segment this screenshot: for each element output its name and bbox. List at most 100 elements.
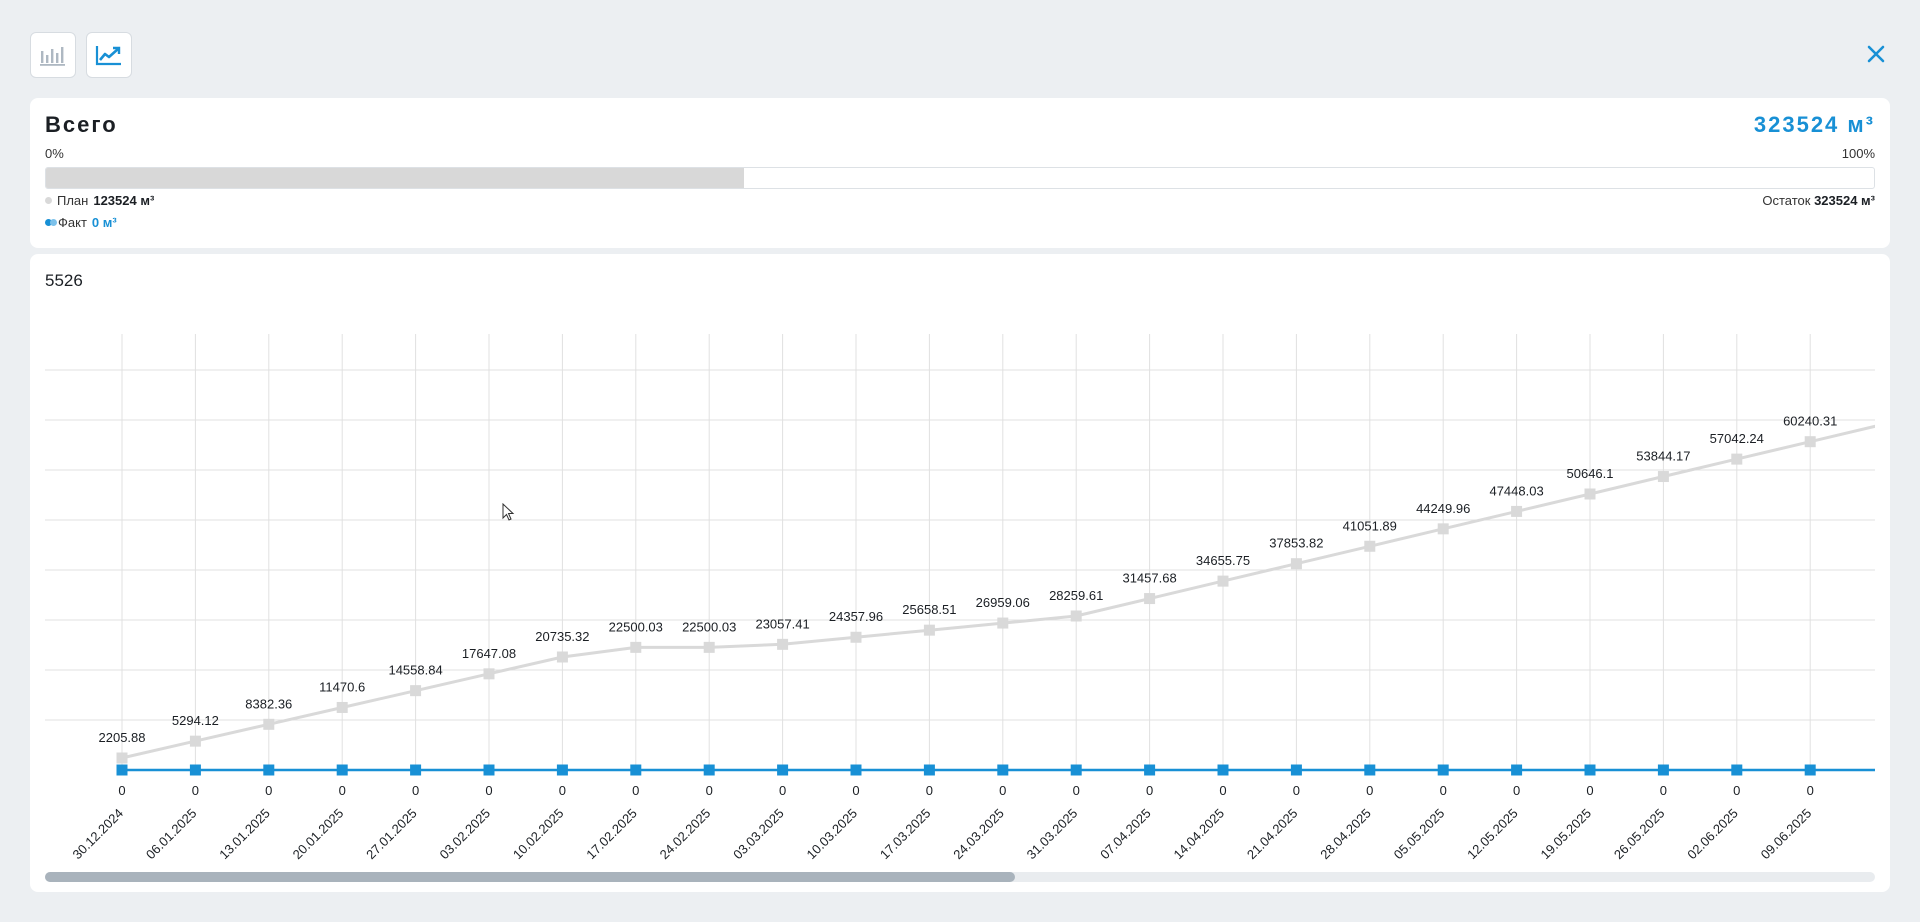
fact-point (263, 764, 275, 776)
x-tick-label: 13.01.2025 (216, 806, 273, 863)
close-button[interactable] (1860, 38, 1892, 70)
progress-bar-fill (46, 168, 745, 188)
mouse-cursor-icon (502, 503, 515, 521)
remainder: Остаток 323524 м³ (1762, 193, 1875, 208)
fact-data-label: 0 (1073, 783, 1080, 798)
fact-point (1364, 764, 1376, 776)
plan-point (1657, 471, 1669, 483)
x-tick-label: 30.12.2024 (69, 806, 126, 863)
fact-point (1511, 764, 1523, 776)
x-tick-label: 31.03.2025 (1024, 806, 1081, 863)
x-tick-label: 21.04.2025 (1244, 806, 1301, 863)
plan-data-label: 57042.24 (1710, 431, 1764, 446)
plan-point (1731, 453, 1743, 465)
plan-point (850, 631, 862, 643)
plan-legend: План 123524 м³ (45, 193, 154, 208)
fact-data-label: 0 (1586, 783, 1593, 798)
plan-value: 123524 м³ (93, 193, 155, 208)
x-tick-label: 19.05.2025 (1537, 806, 1594, 863)
summary-title: Всего (45, 112, 118, 137)
fact-point (1804, 764, 1816, 776)
x-tick-label: 02.06.2025 (1684, 806, 1741, 863)
fact-data-label: 0 (779, 783, 786, 798)
fact-data-label: 0 (1513, 783, 1520, 798)
line-chart-icon (95, 46, 121, 66)
x-tick-label: 12.05.2025 (1464, 806, 1521, 863)
plan-data-label: 20735.32 (535, 629, 589, 644)
fact-point (1657, 764, 1669, 776)
fact-point (116, 764, 128, 776)
fact-data-label: 0 (632, 783, 639, 798)
plan-data-label: 17647.08 (462, 646, 516, 661)
plan-point (556, 651, 568, 663)
plan-point (777, 638, 789, 650)
plan-point (336, 701, 348, 713)
plan-data-label: 41051.89 (1343, 518, 1397, 533)
x-tick-label: 20.01.2025 (290, 806, 347, 863)
x-tick-label: 17.02.2025 (583, 806, 640, 863)
scrollbar-thumb[interactable] (45, 872, 1015, 882)
plan-data-label: 22500.03 (682, 619, 736, 634)
progress-start-label: 0% (45, 146, 64, 161)
fact-data-label: 0 (1293, 783, 1300, 798)
fact-point (556, 764, 568, 776)
fact-data-label: 0 (559, 783, 566, 798)
x-tick-label: 07.04.2025 (1097, 806, 1154, 863)
fact-data-label: 0 (706, 783, 713, 798)
bar-chart-button[interactable] (30, 32, 76, 78)
plan-data-label: 22500.03 (609, 619, 663, 634)
progress-bar (45, 167, 1875, 189)
bar-chart-icon (40, 47, 65, 66)
x-tick-label: 05.05.2025 (1391, 806, 1448, 863)
fact-point (997, 764, 1009, 776)
fact-data-label: 0 (1366, 783, 1373, 798)
fact-data-label: 0 (1660, 783, 1667, 798)
x-tick-label: 24.02.2025 (657, 806, 714, 863)
fact-data-label: 0 (1733, 783, 1740, 798)
plan-point (923, 624, 935, 636)
plan-data-label: 31457.68 (1122, 571, 1176, 586)
plan-point (1511, 505, 1523, 517)
plan-data-label: 11470.6 (319, 679, 365, 694)
fact-data-label: 0 (265, 783, 272, 798)
plan-point (997, 617, 1009, 629)
plan-data-label: 25658.51 (902, 602, 956, 617)
plan-data-label: 5294.12 (172, 713, 219, 728)
summary-total: 323524 м³ (1753, 112, 1875, 137)
plan-point (1584, 488, 1596, 500)
fact-dots-icon (45, 219, 57, 226)
fact-data-label: 0 (192, 783, 199, 798)
fact-point (1437, 764, 1449, 776)
fact-point (1584, 764, 1596, 776)
x-tick-label: 09.06.2025 (1758, 806, 1815, 863)
plan-point (1364, 540, 1376, 552)
horizontal-scrollbar[interactable] (45, 872, 1875, 882)
x-tick-label: 24.03.2025 (950, 806, 1007, 863)
x-tick-label: 17.03.2025 (877, 806, 934, 863)
plan-data-label: 24357.96 (829, 609, 883, 624)
fact-point (410, 764, 422, 776)
plan-data-label: 28259.61 (1049, 588, 1103, 603)
plan-point (630, 641, 642, 653)
x-tick-label: 26.05.2025 (1611, 806, 1668, 863)
chart-card: 5526 2205.88 5294.12 8382.36 11470.6 14558.8… (30, 254, 1890, 892)
plan-point (1437, 523, 1449, 535)
summary-card: Всего 323524 м³ 0% 100% План 123524 м³ Ф… (30, 98, 1890, 248)
plan-point (1070, 610, 1082, 622)
plan-point (1144, 593, 1156, 605)
plan-data-label: 53844.17 (1636, 449, 1690, 464)
x-tick-label: 03.02.2025 (436, 806, 493, 863)
remainder-label: Остаток (1762, 193, 1811, 208)
fact-point (777, 764, 789, 776)
line-chart-button[interactable] (86, 32, 132, 78)
plan-label: План (57, 193, 89, 208)
plan-point (189, 735, 201, 747)
fact-point (703, 764, 715, 776)
fact-data-label: 0 (1146, 783, 1153, 798)
fact-data-label: 0 (926, 783, 933, 798)
plan-dot-icon (45, 197, 52, 204)
fact-data-label: 0 (852, 783, 859, 798)
fact-point (483, 764, 495, 776)
fact-data-label: 0 (999, 783, 1006, 798)
fact-point (1217, 764, 1229, 776)
